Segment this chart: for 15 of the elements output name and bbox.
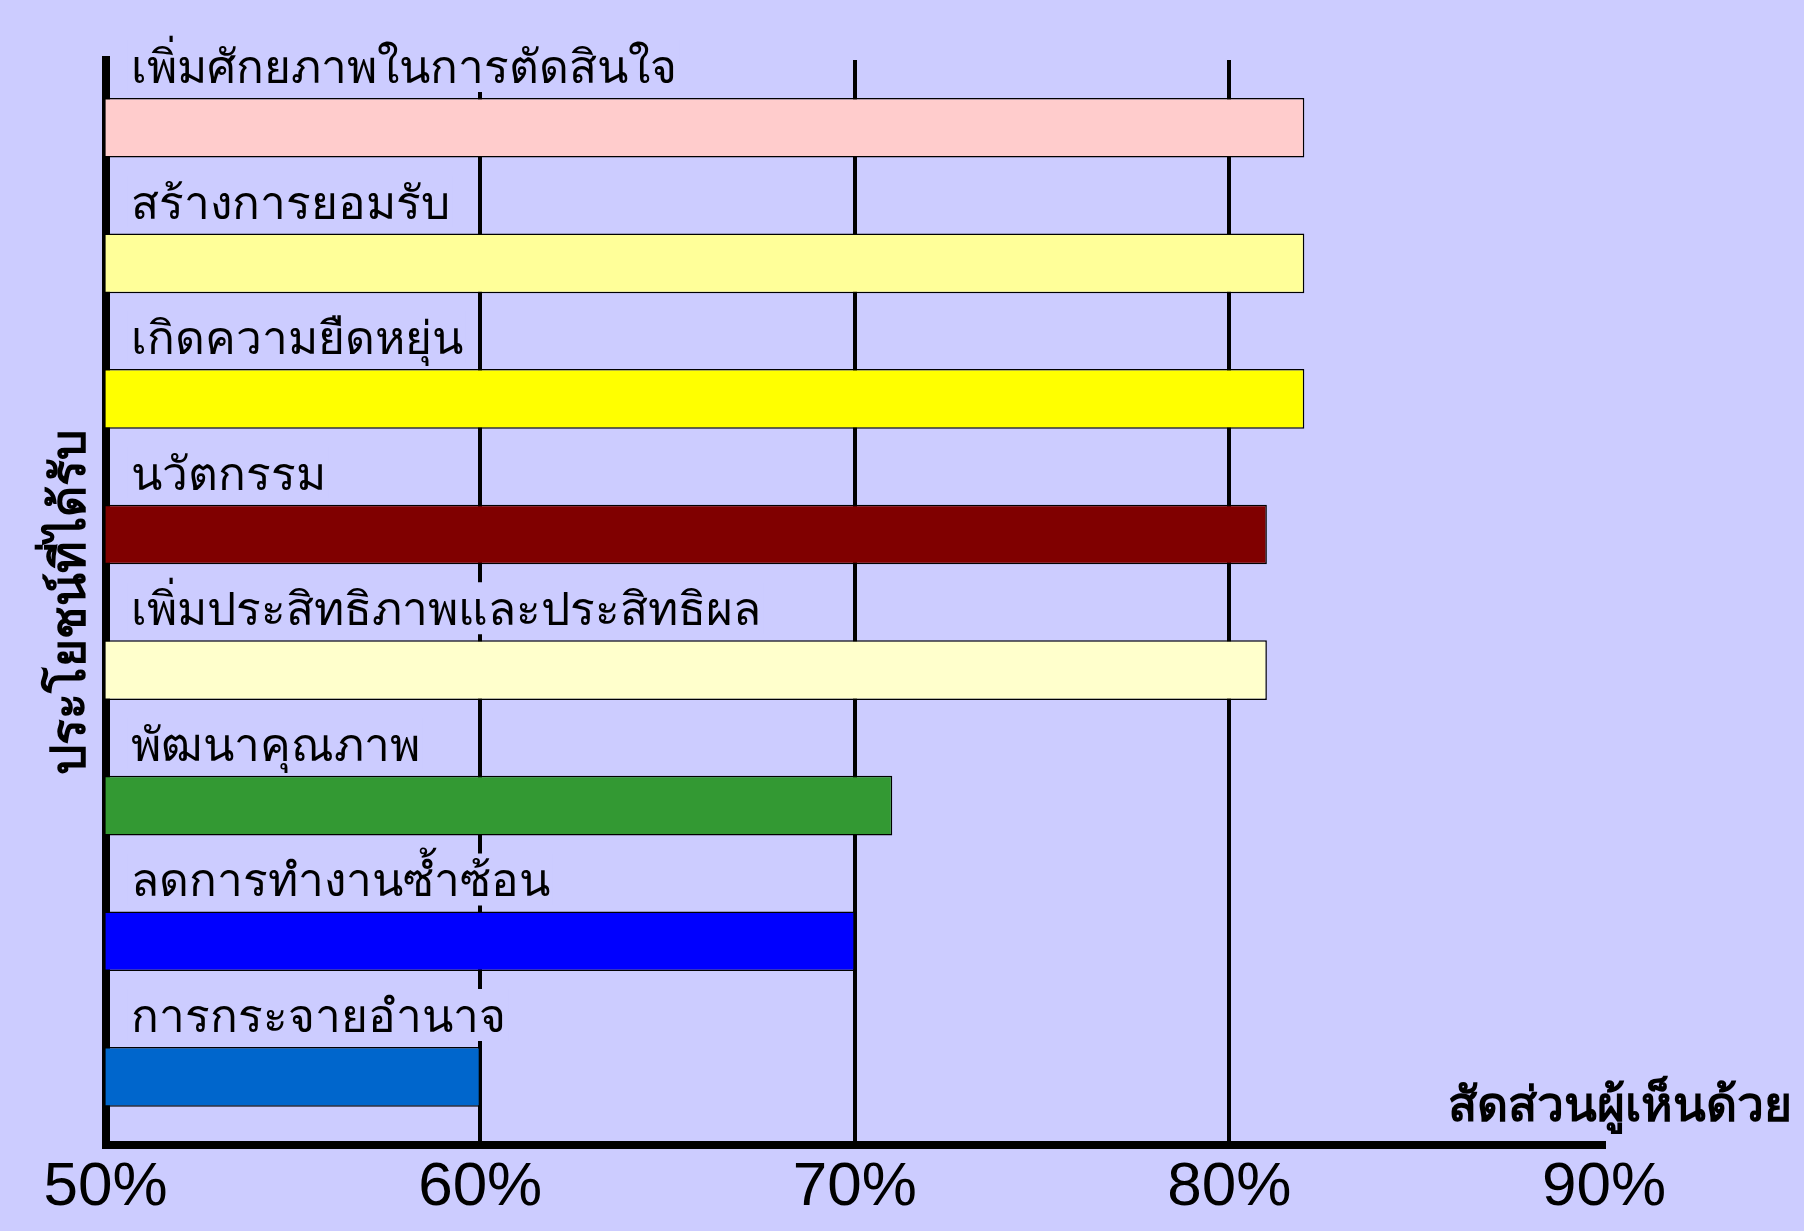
y-tick-label: เพิ่มประสิทธิภาพและประสิทธิผล bbox=[130, 577, 761, 636]
y-tick-label: เพิ่มศักยภาพในการตัดสินใจ bbox=[130, 35, 677, 94]
x-tick-label: 90% bbox=[1541, 1148, 1667, 1218]
y-tick-label: สร้างการยอมรับ bbox=[130, 177, 450, 229]
y-tick-label: พัฒนาคุณภาพ bbox=[130, 719, 420, 774]
x-tick-label: 50% bbox=[43, 1148, 168, 1218]
y-tick-label: การกระจายอำนาจ bbox=[130, 991, 506, 1043]
y-tick-label: เกิดความยืดหยุ่น bbox=[130, 313, 463, 368]
x-tick-label: 60% bbox=[418, 1148, 543, 1218]
y-tick-label: ลดการทำงานซ้ำซ้อน bbox=[130, 847, 550, 907]
y-tick-label: นวัตกรรม bbox=[130, 448, 326, 500]
y-axis-title: ประโยชน์ที่ได้รับ bbox=[34, 429, 96, 775]
x-tick-label: 80% bbox=[1167, 1148, 1292, 1218]
x-axis-title: สัดส่วนผู้เห็นด้วย bbox=[1448, 1075, 1792, 1136]
x-tick-label: 70% bbox=[792, 1148, 917, 1218]
